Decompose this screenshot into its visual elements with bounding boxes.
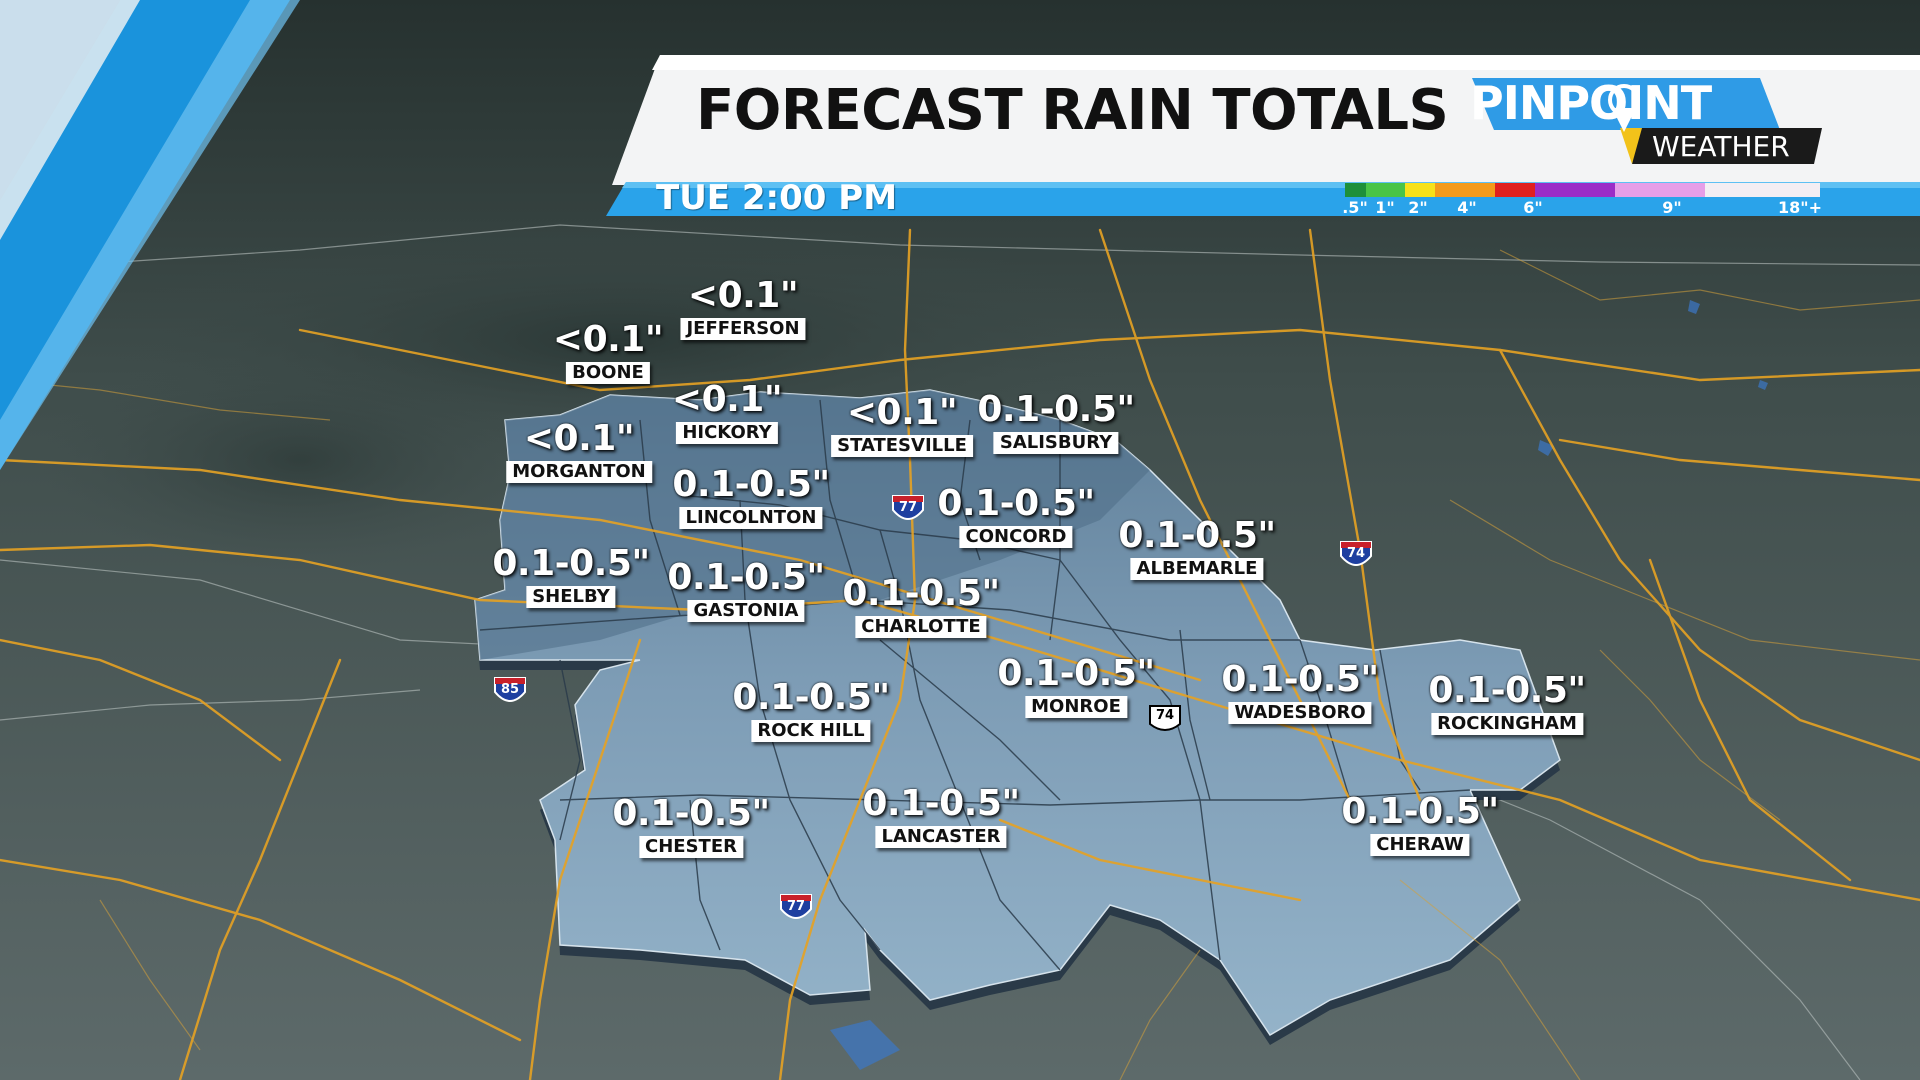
shield-shapes bbox=[494, 495, 1372, 919]
interstate-77-south-shield: 77 bbox=[786, 899, 806, 914]
city-name: ROCK HILL bbox=[751, 720, 871, 742]
city-name: LANCASTER bbox=[875, 826, 1007, 848]
city-label-monroe: 0.1-0.5" MONROE bbox=[997, 653, 1155, 718]
city-name: SHELBY bbox=[526, 586, 616, 608]
scale-tick: 6" bbox=[1523, 198, 1543, 217]
rain-amount: 0.1-0.5" bbox=[862, 783, 1020, 824]
scale-tick: 18"+ bbox=[1777, 198, 1823, 217]
city-name: SALISBURY bbox=[993, 432, 1119, 454]
scale-tick: 4" bbox=[1457, 198, 1477, 217]
rain-amount: 0.1-0.5" bbox=[1341, 791, 1499, 832]
logo-weather: WEATHER bbox=[1652, 130, 1790, 163]
rain-amount: <0.1" bbox=[552, 319, 664, 360]
city-label-lincolnton: 0.1-0.5" LINCOLNTON bbox=[672, 464, 830, 529]
scale-tick: 2" bbox=[1408, 198, 1428, 217]
rain-amount: <0.1" bbox=[671, 379, 783, 420]
city-label-wadesboro: 0.1-0.5" WADESBORO bbox=[1221, 659, 1379, 724]
city-name: CHARLOTTE bbox=[855, 616, 987, 638]
city-label-boone: <0.1" BOONE bbox=[552, 319, 664, 384]
city-name: MONROE bbox=[1025, 696, 1127, 718]
city-name: CHESTER bbox=[639, 836, 743, 858]
rain-amount: 0.1-0.5" bbox=[667, 557, 825, 598]
city-name: ALBEMARLE bbox=[1130, 558, 1264, 580]
lakes bbox=[830, 300, 1768, 1070]
interstate-77-shield: 77 bbox=[898, 500, 918, 515]
interstate-85-shield: 85 bbox=[500, 682, 520, 697]
logo-pinpoint: PINPOINT bbox=[1470, 76, 1712, 130]
rain-scale-bar bbox=[1345, 183, 1820, 197]
city-label-albemarle: 0.1-0.5" ALBEMARLE bbox=[1118, 515, 1276, 580]
scale-tick: 9" bbox=[1662, 198, 1682, 217]
city-label-morganton: <0.1" MORGANTON bbox=[506, 419, 652, 483]
city-name: STATESVILLE bbox=[831, 435, 973, 457]
city-name: GASTONIA bbox=[687, 600, 805, 622]
city-name: WADESBORO bbox=[1228, 702, 1372, 724]
rain-amount: 0.1-0.5" bbox=[612, 793, 770, 834]
city-label-cheraw: 0.1-0.5" CHERAW bbox=[1341, 791, 1499, 856]
city-label-rock-hill: 0.1-0.5" ROCK HILL bbox=[732, 677, 890, 742]
rain-amount: 0.1-0.5" bbox=[1428, 670, 1586, 711]
city-name: JEFFERSON bbox=[680, 318, 806, 340]
rain-amount: 0.1-0.5" bbox=[732, 677, 890, 718]
city-name: ROCKINGHAM bbox=[1431, 713, 1583, 735]
scale-tick: 1" bbox=[1375, 198, 1395, 217]
city-name: LINCOLNTON bbox=[679, 507, 823, 529]
city-name: HICKORY bbox=[676, 422, 778, 444]
scale-tick: .5" bbox=[1342, 198, 1368, 217]
city-label-hickory: <0.1" HICKORY bbox=[671, 379, 783, 444]
rain-amount: 0.1-0.5" bbox=[977, 389, 1135, 430]
rain-amount: 0.1-0.5" bbox=[937, 483, 1095, 524]
rain-amount: <0.1" bbox=[687, 275, 799, 316]
rain-amount: 0.1-0.5" bbox=[842, 573, 1000, 614]
city-label-chester: 0.1-0.5" CHESTER bbox=[612, 793, 770, 858]
city-name: CONCORD bbox=[959, 526, 1073, 548]
map-title: FORECAST RAIN TOTALS bbox=[696, 78, 1449, 143]
city-label-charlotte: 0.1-0.5" CHARLOTTE bbox=[842, 573, 1000, 638]
forecast-time: TUE 2:00 PM bbox=[656, 178, 898, 218]
rain-amount: <0.1" bbox=[523, 418, 635, 459]
rain-amount: 0.1-0.5" bbox=[1118, 515, 1276, 556]
county-lines bbox=[479, 399, 1471, 971]
city-label-rockingham: 0.1-0.5" ROCKINGHAM bbox=[1428, 670, 1586, 735]
city-name: CHERAW bbox=[1370, 834, 1470, 856]
city-label-gastonia: 0.1-0.5" GASTONIA bbox=[667, 557, 825, 622]
rain-amount: 0.1-0.5" bbox=[492, 543, 650, 584]
interstate-74-shield: 74 bbox=[1346, 546, 1366, 561]
city-name: MORGANTON bbox=[506, 461, 652, 483]
rain-amount: 0.1-0.5" bbox=[997, 653, 1155, 694]
header: FORECAST RAIN TOTALS TUE 2:00 PM PINPOIN… bbox=[0, 0, 1920, 230]
city-label-jefferson: <0.1" JEFFERSON bbox=[680, 275, 806, 340]
city-label-statesville: <0.1" STATESVILLE bbox=[831, 393, 973, 457]
city-label-salisbury: 0.1-0.5" SALISBURY bbox=[977, 389, 1135, 454]
city-label-concord: 0.1-0.5" CONCORD bbox=[937, 483, 1095, 548]
header-graphics bbox=[0, 0, 1920, 470]
rain-amount: <0.1" bbox=[846, 392, 958, 433]
rain-amount: 0.1-0.5" bbox=[672, 464, 830, 505]
city-label-shelby: 0.1-0.5" SHELBY bbox=[492, 543, 650, 608]
rain-amount: 0.1-0.5" bbox=[1221, 659, 1379, 700]
us-74-shield: 74 bbox=[1155, 708, 1175, 723]
city-name: BOONE bbox=[566, 362, 650, 384]
city-label-lancaster: 0.1-0.5" LANCASTER bbox=[862, 783, 1020, 848]
